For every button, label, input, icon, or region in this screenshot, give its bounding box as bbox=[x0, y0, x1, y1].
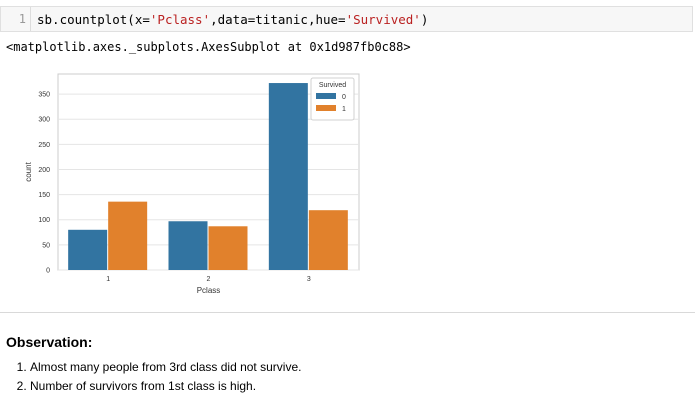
observation-list: Almost many people from 3rd class did no… bbox=[0, 358, 301, 396]
y-tick-label: 200 bbox=[38, 167, 50, 174]
code-args: ,data=titanic,hue= bbox=[210, 11, 346, 27]
x-axis-title: Pclass bbox=[197, 286, 221, 295]
x-tick-label: 3 bbox=[307, 276, 311, 283]
bar-1-survived-0 bbox=[68, 229, 108, 270]
y-tick-label: 0 bbox=[46, 268, 50, 275]
legend-swatch bbox=[316, 93, 336, 99]
output-repr-text: <matplotlib.axes._subplots.AxesSubplot a… bbox=[6, 40, 411, 54]
code-string-pclass: 'Pclass' bbox=[149, 11, 211, 27]
bar-3-survived-0 bbox=[268, 83, 308, 270]
x-tick-label: 2 bbox=[207, 276, 211, 283]
y-tick-label: 100 bbox=[38, 217, 50, 224]
code-input-cell[interactable]: 1 sb.countplot(x='Pclass',data=titanic,h… bbox=[0, 6, 693, 32]
cell-divider bbox=[0, 312, 695, 313]
observation-item: Number of survivors from 1st class is hi… bbox=[30, 377, 301, 396]
countplot-chart: 0 50 100 150 200 250 300 350 1 2 3 Pclass count Survi… bbox=[0, 60, 380, 305]
bar-2-survived-1 bbox=[208, 226, 248, 270]
x-tick-label: 1 bbox=[106, 276, 110, 283]
y-tick-label: 150 bbox=[38, 192, 50, 199]
bar-2-survived-0 bbox=[168, 221, 208, 270]
observation-item: Almost many people from 3rd class did no… bbox=[30, 358, 301, 377]
code-string-survived: 'Survived' bbox=[345, 11, 421, 27]
bar-1-survived-1 bbox=[108, 201, 148, 270]
chart-svg: 0 50 100 150 200 250 300 350 1 2 3 Pclass count Survi… bbox=[24, 73, 360, 295]
observation-heading: Observation: bbox=[6, 334, 93, 350]
y-axis-title: count bbox=[24, 161, 33, 181]
legend-label: 1 bbox=[342, 106, 346, 113]
y-tick-label: 300 bbox=[38, 117, 50, 124]
legend-title: Survived bbox=[319, 82, 346, 89]
y-tick-label: 250 bbox=[38, 142, 50, 149]
bar-3-survived-1 bbox=[308, 210, 348, 270]
code-close-paren: ) bbox=[420, 11, 429, 27]
code-call: sb.countplot(x= bbox=[37, 11, 150, 27]
code-line[interactable]: sb.countplot(x='Pclass',data=titanic,hue… bbox=[31, 12, 428, 27]
y-tick-label: 50 bbox=[42, 242, 50, 249]
legend-label: 0 bbox=[342, 94, 346, 101]
legend-swatch bbox=[316, 105, 336, 111]
line-number: 1 bbox=[1, 7, 31, 31]
y-tick-label: 350 bbox=[38, 92, 50, 99]
